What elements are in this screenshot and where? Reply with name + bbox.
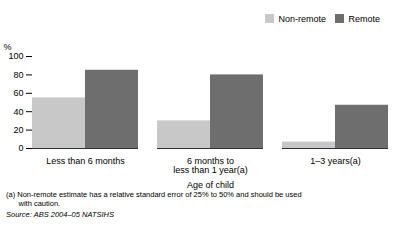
svg-text:1–3 years(a): 1–3 years(a) (310, 155, 361, 165)
html-text:Remote: Remote (348, 13, 380, 24)
html-text:Non-remote: Non-remote (278, 13, 326, 24)
svg-text:%: % (4, 41, 12, 51)
svg-text:6 months toless than 1 year(a): 6 months toless than 1 year(a) (173, 155, 248, 174)
html-text:(a) Non-remote estimate has a: (a) Non-remote estimate has a relative s… (6, 189, 302, 199)
html-text:with caution.: with caution. (6, 198, 61, 208)
svg-text:Less than 6 months: Less than 6 months (46, 155, 125, 165)
svg-text:80: 80 (13, 69, 23, 79)
html-text:Source: ABS 2004–05 NATSIHS: Source: ABS 2004–05 NATSIHS (6, 209, 114, 219)
svg-text:60: 60 (13, 88, 23, 98)
svg-text:0: 0 (18, 143, 23, 153)
svg-text:40: 40 (13, 106, 23, 116)
svg-text:20: 20 (13, 124, 23, 134)
svg-text:Age of child: Age of child (187, 179, 234, 189)
svg-text:100: 100 (8, 51, 23, 61)
